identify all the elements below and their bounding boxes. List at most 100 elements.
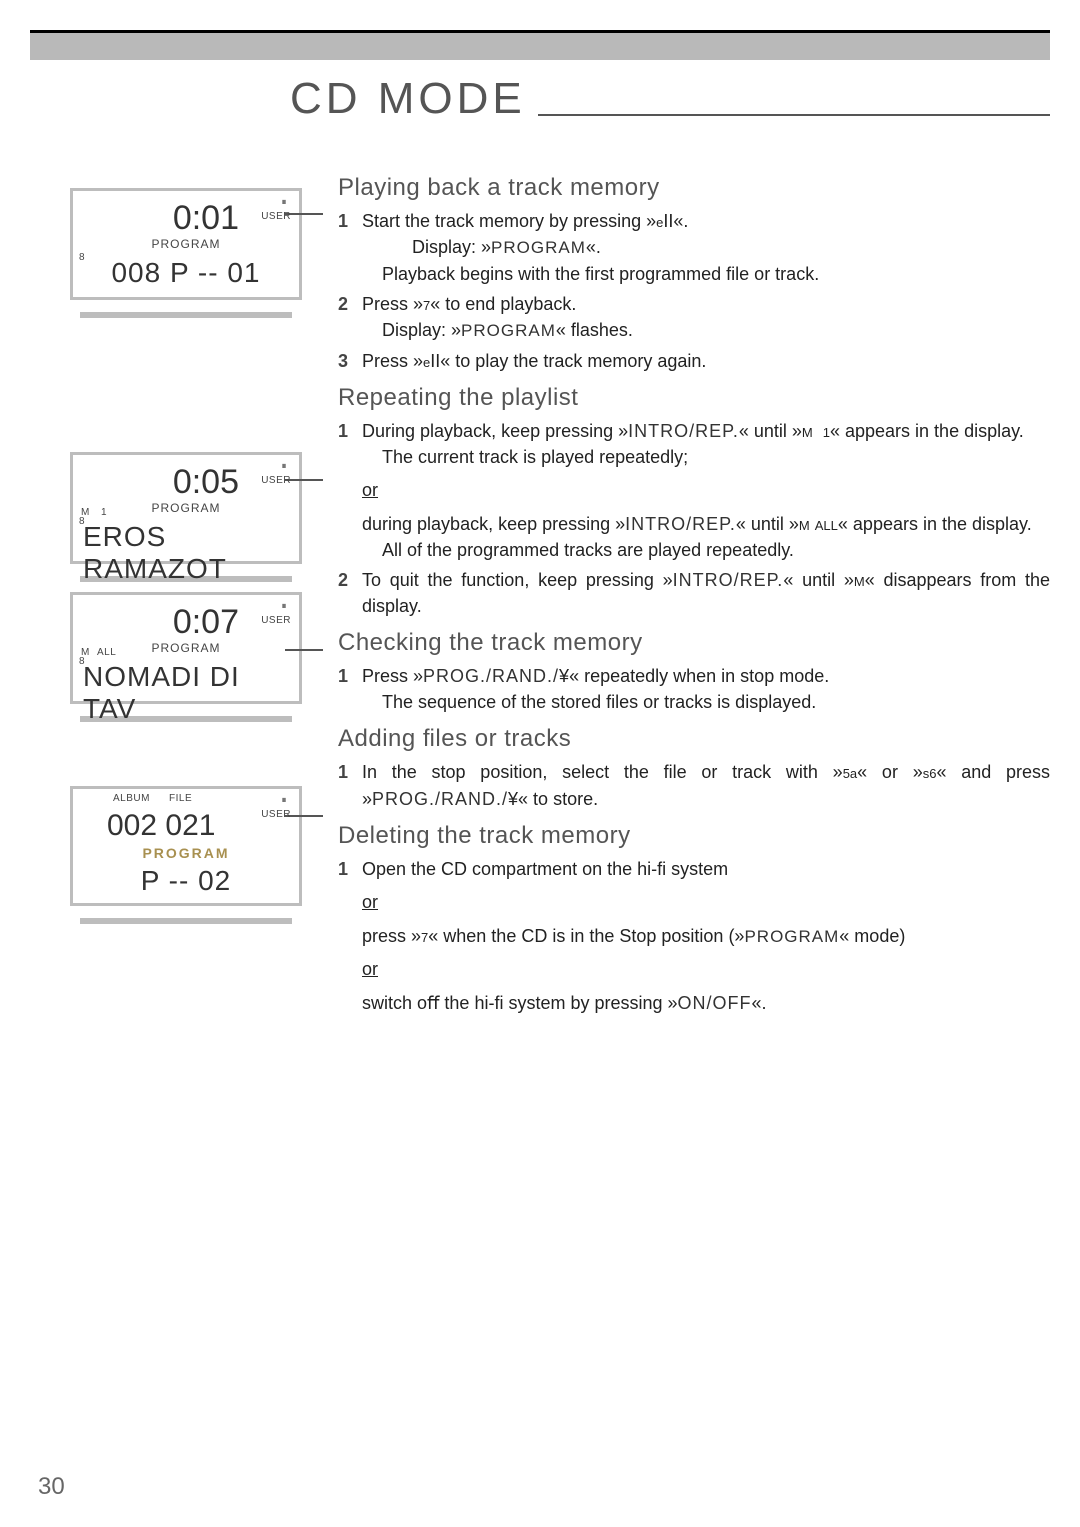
or-label: or bbox=[362, 959, 1050, 980]
prev-icon: 5a bbox=[843, 766, 857, 781]
text: Press » bbox=[362, 666, 423, 686]
pause-icon: ⏸ bbox=[282, 461, 288, 472]
step-body: During playback, keep pressing »INTRO/RE… bbox=[362, 418, 1050, 470]
pause-icon: ⏸ bbox=[282, 197, 288, 208]
text: « until » bbox=[739, 421, 802, 441]
text: «. bbox=[752, 993, 767, 1013]
page-title: CD MODE bbox=[30, 74, 526, 124]
text: Start the track memory by pressing » bbox=[362, 211, 656, 231]
step-number: 1 bbox=[338, 856, 362, 882]
text: The current track is played repeatedly; bbox=[382, 447, 688, 467]
lcd-main: NOMADI DI TAV bbox=[83, 661, 289, 725]
text bbox=[362, 540, 382, 560]
text: during playback, keep pressing » bbox=[362, 514, 625, 534]
text: Display: » bbox=[412, 237, 491, 257]
lcd-panel-2: ⏸ USER 0:05 M 1 PROGRAM 8 EROS RAMAZOT bbox=[70, 452, 302, 564]
text bbox=[362, 692, 382, 712]
step-body: Press »7« to end playback. Display: »PRO… bbox=[362, 291, 1050, 344]
step: 3 Press »eII« to play the track memory a… bbox=[338, 348, 1050, 374]
album-label: ALBUM bbox=[113, 793, 150, 804]
text: switch oﬀ the hi-ﬁ system by pressing » bbox=[362, 993, 678, 1013]
step: 1 Press »PROG./RAND./¥« repeatedly when … bbox=[338, 663, 1050, 715]
m-icon: M bbox=[854, 574, 865, 589]
text: « until » bbox=[736, 514, 799, 534]
step-number: 1 bbox=[338, 759, 362, 811]
lcd-time: 0:07 bbox=[83, 605, 289, 639]
text: « ﬂashes. bbox=[556, 320, 633, 340]
display-line: Display: »PROGRAM«. bbox=[392, 237, 601, 257]
paragraph: during playback, keep pressing »INTRO/RE… bbox=[362, 511, 1050, 563]
text: Press » bbox=[362, 351, 423, 371]
step: 1 In the stop position, select the ﬁle o… bbox=[338, 759, 1050, 811]
text: To quit the function, keep pressing » bbox=[362, 570, 673, 590]
header-rule bbox=[30, 30, 1050, 60]
program-label: PROGRAM bbox=[83, 501, 289, 515]
display-word: PROGRAM bbox=[491, 238, 586, 257]
text: « to store. bbox=[518, 789, 598, 809]
user-label: USER bbox=[261, 615, 291, 626]
step-number: 2 bbox=[338, 291, 362, 344]
lcd-numbers: 002 021 bbox=[83, 809, 289, 843]
text: «. bbox=[586, 237, 601, 257]
pause-icon: ⏸ bbox=[282, 601, 288, 612]
step-body: To quit the function, keep pressing »INT… bbox=[362, 567, 1050, 619]
text: Press » bbox=[362, 294, 423, 314]
lcd-main: P -- 02 bbox=[83, 865, 289, 897]
text: « mode) bbox=[839, 926, 905, 946]
text: The sequence of the stored ﬁles or track… bbox=[382, 692, 816, 712]
lcd-panel-1: ⏸ USER 0:01 PROGRAM 8 008 P -- 01 bbox=[70, 188, 302, 300]
title-row: CD MODE bbox=[30, 64, 1050, 124]
step: 1 Start the track memory by pressing »eI… bbox=[338, 208, 1050, 287]
user-label: USER bbox=[261, 211, 291, 222]
text: Playback begins with the ﬁrst programmed… bbox=[382, 264, 819, 284]
lcd-main: EROS RAMAZOT bbox=[83, 521, 289, 585]
button-label: INTRO/REP. bbox=[628, 421, 739, 441]
display-word: PROGRAM bbox=[744, 927, 839, 946]
lcd-left-symbol: 8 bbox=[79, 252, 85, 263]
user-label: USER bbox=[261, 475, 291, 486]
lcd-left-symbol: 8 bbox=[79, 516, 85, 527]
step-body: Press »PROG./RAND./¥« repeatedly when in… bbox=[362, 663, 1050, 715]
all-label: ALL bbox=[815, 518, 838, 533]
program-label-big: PROGRAM bbox=[83, 845, 289, 861]
step-number: 3 bbox=[338, 348, 362, 374]
pause-text: II bbox=[430, 351, 440, 371]
step: 2 To quit the function, keep pressing »I… bbox=[338, 567, 1050, 619]
title-rule bbox=[538, 114, 1050, 116]
step-body: Open the CD compartment on the hi-ﬁ syst… bbox=[362, 856, 1050, 882]
text bbox=[362, 264, 382, 284]
lcd-time: 0:01 bbox=[83, 201, 289, 235]
program-label: PROGRAM bbox=[83, 237, 289, 251]
yen-icon: ¥ bbox=[508, 789, 518, 809]
text: « until » bbox=[783, 570, 854, 590]
step: 2 Press »7« to end playback. Display: »P… bbox=[338, 291, 1050, 344]
or-label: or bbox=[362, 892, 1050, 913]
user-label: USER bbox=[261, 809, 291, 820]
lcd-panel-3: ⏸ USER 0:07 M ALL PROGRAM 8 NOMADI DI TA… bbox=[70, 592, 302, 704]
text: « appears in the display. bbox=[830, 421, 1024, 441]
pause-icon: ⏸ bbox=[282, 795, 288, 806]
yen-icon: ¥ bbox=[559, 666, 569, 686]
lcd-m2: 1 bbox=[101, 507, 107, 518]
content-columns: ⏸ USER 0:01 PROGRAM 8 008 P -- 01 ⏸ USER… bbox=[30, 164, 1050, 1020]
step: 1 Open the CD compartment on the hi-ﬁ sy… bbox=[338, 856, 1050, 882]
right-column: Playing back a track memory 1 Start the … bbox=[330, 164, 1050, 1020]
m-icon: M bbox=[802, 425, 813, 440]
file-label: FILE bbox=[169, 793, 192, 804]
text: « when the CD is in the Stop position (» bbox=[428, 926, 744, 946]
text: « to end playback. bbox=[430, 294, 576, 314]
button-label: PROG./RAND./ bbox=[372, 789, 508, 809]
connector-line bbox=[285, 649, 323, 651]
text: Display: » bbox=[382, 320, 461, 340]
step-body: Press »eII« to play the track memory aga… bbox=[362, 348, 1050, 374]
text: « or » bbox=[857, 762, 923, 782]
button-label: ON/OFF bbox=[678, 993, 752, 1013]
step-body: In the stop position, select the ﬁle or … bbox=[362, 759, 1050, 811]
text bbox=[362, 447, 382, 467]
text: « appears in the display. bbox=[838, 514, 1032, 534]
text: press » bbox=[362, 926, 421, 946]
m-icon: M bbox=[799, 518, 810, 533]
text: Open the CD compartment on the hi-ﬁ syst… bbox=[362, 859, 728, 879]
step-body: Start the track memory by pressing »eII«… bbox=[362, 208, 1050, 287]
lcd-panel-4: ALBUM FILE ⏸ USER 002 021 PROGRAM P -- 0… bbox=[70, 786, 302, 906]
